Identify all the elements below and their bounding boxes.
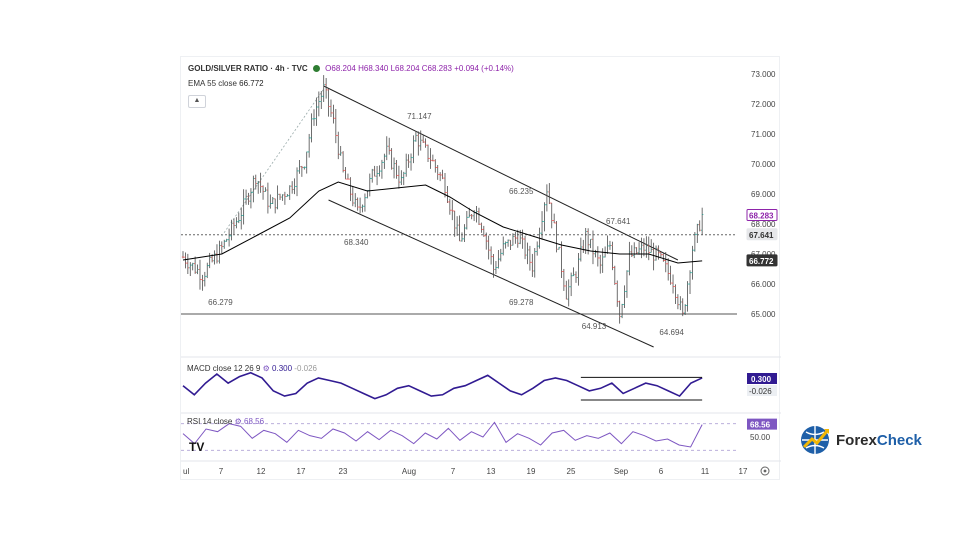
y-tick-label: 73.000 [751, 70, 776, 79]
chart-settings-icon-ring [760, 466, 770, 476]
ema-line [182, 181, 703, 264]
y-tick-label: 65.000 [751, 310, 776, 319]
x-tick-label: 12 [257, 467, 266, 476]
level-price-label-box [746, 228, 778, 241]
y-tick-label: 69.000 [751, 190, 776, 199]
rsi-legend: RSI 14 close ⚙ 68.56 [187, 417, 264, 426]
price-annotation: 66.235 [509, 187, 534, 196]
ema-legend: EMA 55 close 66.772 [188, 79, 264, 88]
rsi-value-label: 68.56 [750, 421, 771, 430]
macd-signal-box [747, 385, 777, 396]
channel-upper-line [323, 85, 679, 261]
y-tick-label: 72.000 [751, 100, 776, 109]
chart-svg: 66.279 71.147 68.340 69.278 66.235 67.641 64.9… [181, 70, 781, 476]
last-price-label: 68.283 [749, 212, 774, 221]
rsi-pane: 68.56 50.00 [181, 418, 777, 451]
x-tick-label: 25 [567, 467, 576, 476]
tradingview-logo[interactable]: TV [189, 440, 205, 454]
rsi-value-box [747, 418, 777, 430]
macd-value-box [747, 373, 777, 384]
rsi-line [182, 421, 703, 448]
x-tick-label: Aug [402, 467, 416, 476]
brand-name: ForexCheck [836, 432, 922, 449]
x-tick-label: 19 [527, 467, 536, 476]
market-dot-icon [312, 65, 320, 73]
ema-legend-value: 66.772 [239, 79, 264, 88]
x-tick-label: 7 [219, 467, 224, 476]
brand-name-pre: Forex [836, 431, 877, 449]
x-tick-label: 11 [701, 467, 710, 476]
grid [181, 234, 781, 462]
price-annotation: 64.694 [659, 328, 684, 337]
x-tick-label: 23 [339, 467, 348, 476]
rsi-legend-v1: 68.56 [244, 417, 265, 426]
macd-legend-v1: 0.300 [272, 364, 293, 373]
macd-line [182, 371, 703, 400]
open-value: O68.204 [325, 64, 356, 73]
y-tick-label: 68.000 [751, 220, 776, 229]
price-annotation: 66.279 [208, 298, 233, 307]
settings-icon[interactable]: ⚙ [234, 417, 242, 426]
forexcheck-logo[interactable]: ForexCheck [798, 422, 922, 458]
macd-signal-label: -0.026 [749, 387, 772, 396]
macd-legend: MACD close 12 26 9 ⚙ 0.300 -0.026 [187, 364, 317, 373]
price-axis: 73.00072.00071.00070.00069.00068.00067.0… [746, 70, 778, 319]
x-tick-label: 7 [451, 467, 456, 476]
y-tick-label: 71.000 [751, 130, 776, 139]
macd-legend-label: MACD close 12 26 9 [187, 364, 261, 373]
high-value: H68.340 [358, 64, 389, 73]
time-axis: ul 7 12 17 23 Aug 7 13 19 25 Sep 6 11 17 [183, 466, 770, 476]
settings-icon[interactable]: ⚙ [262, 364, 270, 373]
ema-polyline [182, 181, 703, 264]
x-tick-label: 17 [297, 467, 306, 476]
change-value: +0.094 (+0.14%) [454, 64, 514, 73]
brand-name-x: Check [876, 431, 922, 449]
ema-price-label-box [746, 254, 778, 267]
x-tick-label: ul [183, 467, 189, 476]
level-price-label: 67.641 [749, 231, 774, 240]
x-tick-label: 6 [659, 467, 664, 476]
collapse-legend-button[interactable]: ▲ [188, 95, 206, 108]
price-bars [181, 75, 704, 324]
globe-icon [801, 426, 829, 454]
low-value: L68.204 [390, 64, 420, 73]
ema-legend-label: EMA 55 close [188, 79, 237, 88]
macd-value-label: 0.300 [751, 375, 772, 384]
trend-channel [221, 85, 679, 348]
price-annotation: 64.913 [582, 322, 607, 331]
chart-header: GOLD/SILVER RATIO · 4h · TVC O68.204 H68… [188, 64, 514, 73]
ema-price-label: 66.772 [749, 257, 774, 266]
rsi-legend-label: RSI 14 close [187, 417, 233, 426]
x-tick-label: Sep [614, 467, 629, 476]
chart-frame: 66.279 71.147 68.340 69.278 66.235 67.641 64.9… [180, 56, 781, 480]
price-annotation: 71.147 [407, 112, 432, 121]
last-price-label-box [746, 209, 778, 222]
price-annotation: 67.641 [606, 217, 631, 226]
rsi-level-label: 50.00 [750, 433, 771, 442]
channel-lower-line [328, 199, 654, 348]
price-annotation: 69.278 [509, 298, 534, 307]
chart-settings-icon[interactable] [760, 466, 770, 476]
price-annotations: 66.279 71.147 68.340 69.278 66.235 67.641 64.9… [208, 112, 684, 337]
symbol-title: GOLD/SILVER RATIO · 4h · TVC [188, 64, 308, 73]
y-tick-label: 70.000 [751, 160, 776, 169]
macd-legend-v2: -0.026 [294, 364, 317, 373]
x-tick-label: 17 [739, 467, 748, 476]
approach-line [221, 88, 325, 237]
chart-settings-icon-dot [763, 469, 767, 473]
y-tick-label: 66.000 [751, 280, 776, 289]
price-annotation: 68.340 [344, 238, 369, 247]
macd-pane: 0.300 -0.026 [182, 371, 777, 401]
close-value: C68.283 [421, 64, 452, 73]
x-tick-label: 13 [487, 467, 496, 476]
